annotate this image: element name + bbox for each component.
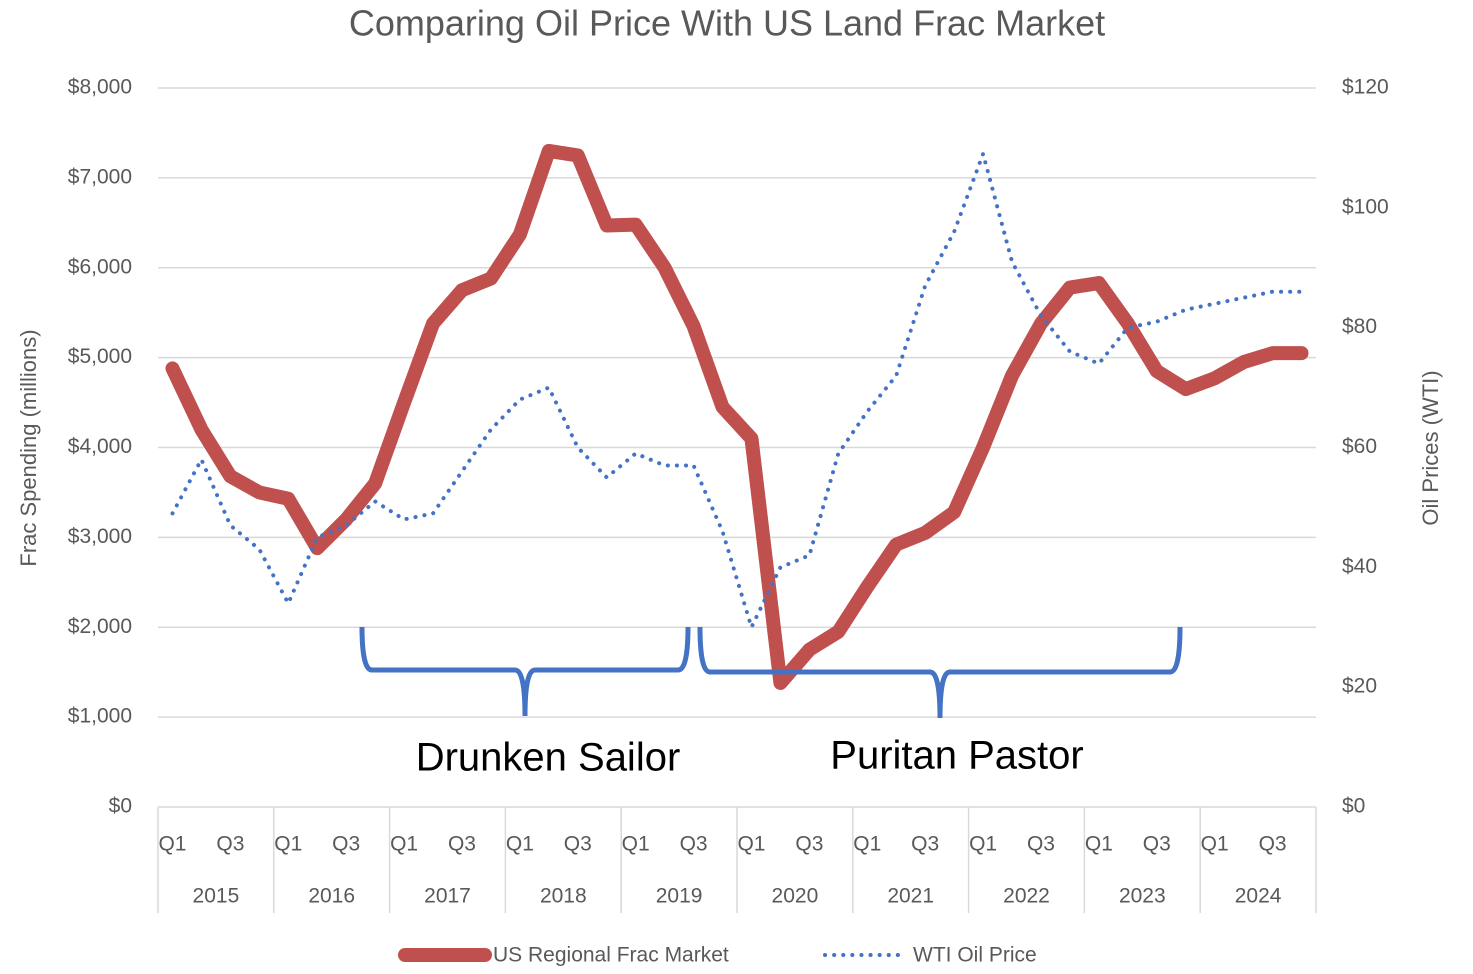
- x-group-label: 2023: [1119, 885, 1166, 908]
- x-group-label: 2022: [1003, 885, 1050, 908]
- x-tick-label: Q1: [737, 833, 765, 856]
- y-tick-label: $8,000: [68, 76, 132, 99]
- x-tick-label: Q3: [911, 833, 939, 856]
- y-tick-label: $5,000: [68, 345, 132, 368]
- x-tick-label: Q1: [969, 833, 997, 856]
- x-tick-label: Q3: [448, 833, 476, 856]
- annotation: Drunken Sailor: [416, 736, 681, 780]
- y2-tick-label: $40: [1342, 555, 1377, 578]
- y2-tick-label: $60: [1342, 435, 1377, 458]
- x-group-label: 2016: [308, 885, 355, 908]
- x-group-label: 2024: [1235, 885, 1282, 908]
- annotation: Puritan Pastor: [830, 734, 1083, 778]
- y2-axis-label: Oil Prices (WTI): [1418, 370, 1443, 525]
- y-tick-label: $1,000: [68, 705, 132, 728]
- x-group-label: 2019: [656, 885, 703, 908]
- x-tick-label: Q1: [390, 833, 418, 856]
- y2-tick-label: $120: [1342, 76, 1389, 99]
- x-group-label: 2020: [772, 885, 819, 908]
- series-line: [165, 143, 1309, 690]
- x-tick-label: Q3: [564, 833, 592, 856]
- x-tick-label: Q3: [1027, 833, 1055, 856]
- x-tick-label: Q1: [506, 833, 534, 856]
- x-tick-label: Q1: [1085, 833, 1113, 856]
- x-tick-label: Q3: [216, 833, 244, 856]
- x-tick-label: Q3: [332, 833, 360, 856]
- x-tick-label: Q3: [1143, 833, 1171, 856]
- x-tick-label: Q3: [680, 833, 708, 856]
- y-tick-label: $4,000: [68, 435, 132, 458]
- x-group-label: 2017: [424, 885, 471, 908]
- y-tick-label: $7,000: [68, 165, 132, 188]
- x-tick-label: Q3: [1259, 833, 1287, 856]
- y2-tick-label: $20: [1342, 675, 1377, 698]
- y-tick-label: $0: [109, 795, 132, 818]
- legend-label: US Regional Frac Market: [493, 944, 729, 967]
- y2-tick-label: $0: [1342, 795, 1365, 818]
- x-group-label: 2018: [540, 885, 587, 908]
- brace: [359, 626, 691, 717]
- series-line: [170, 151, 1304, 630]
- y-tick-label: $3,000: [68, 525, 132, 548]
- x-tick-label: Q1: [158, 833, 186, 856]
- x-tick-label: Q3: [795, 833, 823, 856]
- x-group-label: 2021: [887, 885, 934, 908]
- brace: [697, 626, 1183, 719]
- x-tick-label: Q1: [622, 833, 650, 856]
- y2-tick-label: $80: [1342, 315, 1377, 338]
- x-tick-label: Q1: [853, 833, 881, 856]
- legend-label: WTI Oil Price: [913, 944, 1037, 967]
- chart-title: Comparing Oil Price With US Land Frac Ma…: [349, 3, 1105, 44]
- y2-tick-label: $100: [1342, 195, 1389, 218]
- braces: [359, 626, 1183, 719]
- y-tick-label: $6,000: [68, 255, 132, 278]
- x-group-label: 2015: [193, 885, 240, 908]
- x-tick-label: Q1: [1201, 833, 1229, 856]
- y-tick-label: $2,000: [68, 615, 132, 638]
- x-tick-label: Q1: [274, 833, 302, 856]
- y-axis-label: Frac Spending (millions): [16, 329, 41, 566]
